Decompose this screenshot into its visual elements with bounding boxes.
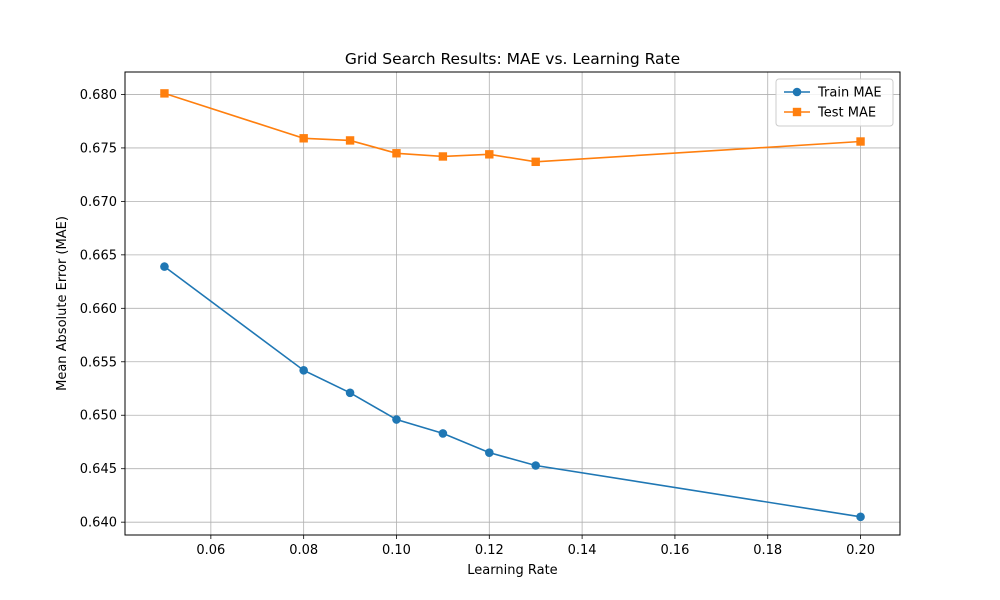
data-point [392, 149, 401, 158]
data-point [392, 415, 401, 424]
x-axis: 0.06 0.08 0.10 0.12 0.14 0.16 0.18 0.20 [196, 535, 875, 558]
data-point [438, 429, 448, 438]
data-point [856, 512, 865, 522]
legend-box [775, 78, 894, 127]
x-tick-label: 0.08 [289, 543, 318, 558]
data-point [856, 137, 865, 146]
y-tick-label: 0.650 [80, 409, 117, 424]
data-point [485, 150, 494, 159]
y-tick-label: 0.640 [80, 516, 117, 531]
legend-marker [792, 107, 802, 117]
data-point [484, 448, 494, 457]
data-point [299, 366, 308, 375]
legend-label: Train MAE [817, 86, 882, 101]
data-point [531, 157, 540, 167]
y-tick-label: 0.645 [80, 462, 117, 477]
legend: Train MAE Test MAE [775, 78, 894, 127]
y-tick-label: 0.660 [80, 302, 117, 317]
y-axis-label: Mean Absolute Error (MAE) [55, 216, 70, 391]
legend-item: Test MAE [784, 106, 876, 121]
y-axis: 0.640 0.645 0.650 0.655 0.660 0.665 0.670 0.675… [80, 88, 125, 531]
x-tick-label: 0.14 [568, 543, 597, 558]
data-point [160, 262, 169, 271]
data-point [160, 89, 169, 98]
x-tick-label: 0.16 [660, 543, 689, 558]
x-tick-label: 0.06 [196, 543, 225, 558]
legend-marker [792, 87, 802, 97]
y-tick-label: 0.675 [80, 141, 117, 156]
data-point [345, 136, 355, 145]
y-tick-label: 0.655 [80, 355, 117, 370]
series [160, 89, 865, 522]
data-point [531, 461, 541, 470]
series-line [163, 265, 861, 518]
series-line [164, 92, 861, 163]
chart-title: Grid Search Results: MAE vs. Learning Ra… [345, 50, 680, 68]
y-tick-label: 0.680 [80, 88, 117, 103]
x-tick-label: 0.10 [382, 543, 411, 558]
x-tick-label: 0.20 [846, 543, 875, 558]
series-test-mae [160, 89, 865, 167]
data-point [345, 388, 355, 398]
x-tick-label: 0.12 [475, 543, 504, 558]
x-tick-label: 0.18 [753, 543, 782, 558]
plot-area-frame [124, 71, 901, 536]
series-train-mae [160, 262, 865, 522]
data-point [438, 152, 448, 161]
data-point [299, 134, 308, 143]
legend-item: Train MAE [784, 86, 882, 101]
x-axis-label: Learning Rate [467, 563, 557, 578]
y-tick-label: 0.670 [80, 195, 117, 210]
y-tick-label: 0.665 [80, 248, 117, 263]
legend-label: Test MAE [817, 106, 876, 121]
